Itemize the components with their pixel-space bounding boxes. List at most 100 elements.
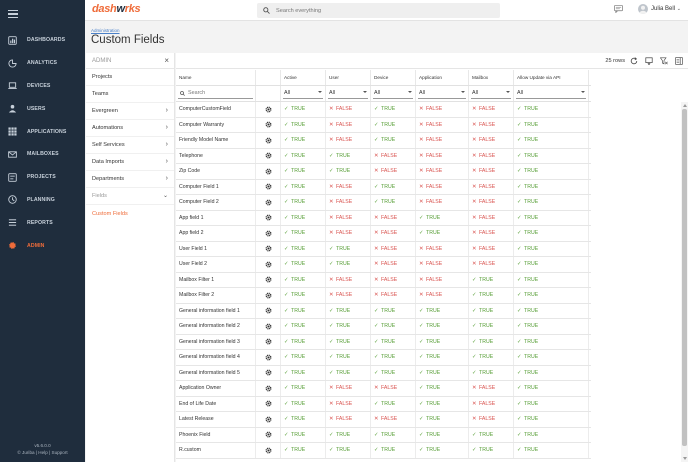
row-settings-button[interactable] xyxy=(256,148,281,163)
table-row[interactable]: Application Owner ✓ TRUE ✕ FALSE ✕ FALSE ✓ TRUE ✕… xyxy=(176,381,591,397)
admin-menu-item-custom-fields[interactable]: Custom Fields xyxy=(86,205,174,222)
column-filter-select[interactable]: All xyxy=(418,88,466,99)
table-row[interactable]: General information field 1 ✓ TRUE ✓ TRUE ✓ TR… xyxy=(176,303,591,319)
row-settings-button[interactable] xyxy=(256,272,281,287)
column-header-name[interactable]: Name xyxy=(176,70,256,85)
admin-menu-group-fields[interactable]: Fields ⌄ xyxy=(86,188,174,205)
nav-item-dashboards[interactable]: DASHBOARDS xyxy=(0,29,85,52)
global-search-input[interactable]: Search everything xyxy=(257,3,500,18)
row-settings-button[interactable] xyxy=(256,427,281,442)
columns-panel-icon[interactable] xyxy=(675,57,683,65)
admin-menu-item-departments[interactable]: Departments › xyxy=(86,171,174,188)
row-settings-button[interactable] xyxy=(256,288,281,303)
nav-item-planning[interactable]: PLANNING xyxy=(0,189,85,212)
column-header-mailbox[interactable]: Mailbox xyxy=(469,70,514,85)
row-settings-button[interactable] xyxy=(256,412,281,427)
admin-menu-item-evergreen[interactable]: Evergreen › xyxy=(86,103,174,120)
application-cell: ✓ TRUE xyxy=(416,210,469,225)
row-settings-button[interactable] xyxy=(256,319,281,334)
mailbox-cell: ✕ FALSE xyxy=(469,195,514,210)
user-menu[interactable]: Julia Bell ⌄ xyxy=(651,6,681,12)
row-settings-button[interactable] xyxy=(256,164,281,179)
column-filter-select[interactable]: All xyxy=(516,88,586,99)
close-icon[interactable]: × xyxy=(164,56,169,65)
admin-menu-filter[interactable]: ADMIN × xyxy=(86,53,174,69)
nav-item-reports[interactable]: REPORTS xyxy=(0,211,85,234)
hamburger-menu-icon[interactable] xyxy=(8,10,18,19)
table-row[interactable]: Mailbox Filter 1 ✓ TRUE ✕ FALSE ✕ FALSE ✕ FALSE ✓… xyxy=(176,272,591,288)
table-row[interactable]: Computer Field 1 ✓ TRUE ✕ FALSE ✓ TRUE ✕ FALSE ✕ F… xyxy=(176,179,591,195)
table-row[interactable]: R.custom ✓ TRUE ✓ TRUE ✓ TRUE ✓ TRUE ✓ TRUE ✓ TRUE xyxy=(176,443,591,459)
column-header-device[interactable]: Device xyxy=(371,70,416,85)
nav-item-applications[interactable]: APPLICATIONS xyxy=(0,120,85,143)
nav-item-projects[interactable]: PROJECTS xyxy=(0,166,85,189)
row-settings-button[interactable] xyxy=(256,117,281,132)
row-settings-button[interactable] xyxy=(256,381,281,396)
table-row[interactable]: General information field 5 ✓ TRUE ✓ TRUE ✓ TR… xyxy=(176,365,591,381)
row-settings-button[interactable] xyxy=(256,102,281,117)
chat-icon[interactable] xyxy=(614,5,623,13)
column-filter-select[interactable]: All xyxy=(373,88,413,99)
logo[interactable]: dashwrks xyxy=(92,3,141,15)
table-row[interactable]: Zip Code ✓ TRUE ✓ TRUE ✕ FALSE ✕ FALSE ✕ FALSE ✓ TRU… xyxy=(176,164,591,180)
scrollbar-thumb[interactable] xyxy=(682,109,687,446)
table-row[interactable]: Computer Field 2 ✓ TRUE ✕ FALSE ✓ TRUE ✕ FALSE ✕ F… xyxy=(176,195,591,211)
table-row[interactable]: Latest Release ✓ TRUE ✕ FALSE ✕ FALSE ✓ TRUE ✕ FAL… xyxy=(176,412,591,428)
nav-item-users[interactable]: USERS xyxy=(0,97,85,120)
nav-item-devices[interactable]: DEVICES xyxy=(0,75,85,98)
admin-menu-item-self-services[interactable]: Self Services › xyxy=(86,137,174,154)
row-settings-button[interactable] xyxy=(256,350,281,365)
scroll-down-icon[interactable] xyxy=(682,457,687,460)
admin-menu-item-automations[interactable]: Automations › xyxy=(86,120,174,137)
breadcrumb[interactable]: Administration xyxy=(91,28,120,33)
table-row[interactable]: Phoenix Field ✓ TRUE ✓ TRUE ✓ TRUE ✓ TRUE ✓ TRUE ✓ T… xyxy=(176,427,591,443)
table-row[interactable]: User Field 2 ✓ TRUE ✓ TRUE ✕ FALSE ✕ FALSE ✕ FALSE… xyxy=(176,257,591,273)
name-search-input[interactable]: Search xyxy=(178,88,253,99)
table-row[interactable]: App field 2 ✓ TRUE ✕ FALSE ✕ FALSE ✓ TRUE ✕ FALSE ✓… xyxy=(176,226,591,242)
admin-menu-item-teams[interactable]: Teams xyxy=(86,86,174,103)
column-filter-select[interactable]: All xyxy=(471,88,511,99)
row-settings-button[interactable] xyxy=(256,210,281,225)
table-row[interactable]: Mailbox Filter 2 ✓ TRUE ✕ FALSE ✕ FALSE ✕ FALSE ✓… xyxy=(176,288,591,304)
export-icon[interactable] xyxy=(645,57,653,65)
row-settings-button[interactable] xyxy=(256,443,281,458)
row-settings-button[interactable] xyxy=(256,179,281,194)
row-settings-button[interactable] xyxy=(256,334,281,349)
nav-item-mailboxes[interactable]: MAILBOXES xyxy=(0,143,85,166)
row-settings-button[interactable] xyxy=(256,226,281,241)
column-filter-select[interactable]: All xyxy=(328,88,368,99)
table-row[interactable]: End of Life Date ✓ TRUE ✕ FALSE ✓ TRUE ✓ TRUE ✕ FA… xyxy=(176,396,591,412)
refresh-icon[interactable] xyxy=(630,57,638,65)
nav-item-admin[interactable]: ADMIN xyxy=(0,234,85,257)
table-row[interactable]: General information field 2 ✓ TRUE ✓ TRUE ✓ TR… xyxy=(176,319,591,335)
row-settings-button[interactable] xyxy=(256,133,281,148)
table-row[interactable]: Friendly Model Name ✓ TRUE ✕ FALSE ✓ TRUE ✕ FALS… xyxy=(176,133,591,149)
admin-menu-item-data-imports[interactable]: Data Imports › xyxy=(86,154,174,171)
clear-filter-icon[interactable] xyxy=(660,57,668,65)
column-header-user[interactable]: User xyxy=(326,70,371,85)
check-icon: ✓ xyxy=(284,416,289,423)
table-row[interactable]: Computer Warranty ✓ TRUE ✕ FALSE ✓ TRUE ✕ FALSE ✕… xyxy=(176,117,591,133)
vertical-scrollbar[interactable] xyxy=(681,102,688,462)
row-settings-button[interactable] xyxy=(256,396,281,411)
table-row[interactable]: User Field 1 ✓ TRUE ✓ TRUE ✕ FALSE ✕ FALSE ✕ FALSE… xyxy=(176,241,591,257)
row-settings-button[interactable] xyxy=(256,241,281,256)
table-row[interactable]: Telephone ✓ TRUE ✓ TRUE ✕ FALSE ✕ FALSE ✕ FALSE ✓ TR… xyxy=(176,148,591,164)
column-header-application[interactable]: Application xyxy=(416,70,469,85)
table-row[interactable]: General information field 4 ✓ TRUE ✓ TRUE ✓ TR… xyxy=(176,350,591,366)
avatar[interactable] xyxy=(638,4,648,14)
footer-links[interactable]: © Juriba | Help | Support xyxy=(17,450,68,455)
table-row[interactable]: General information field 3 ✓ TRUE ✓ TRUE ✓ TR… xyxy=(176,334,591,350)
column-header-active[interactable]: Active xyxy=(281,70,326,85)
column-header-allow-update-via-api[interactable]: Allow Update via API xyxy=(514,70,589,85)
table-row[interactable]: ComputerCustomField ✓ TRUE ✕ FALSE ✓ TRUE ✕ FALS… xyxy=(176,102,591,118)
column-filter-select[interactable]: All xyxy=(283,88,323,99)
row-settings-button[interactable] xyxy=(256,303,281,318)
admin-menu-item-projects[interactable]: Projects xyxy=(86,69,174,86)
table-row[interactable]: App field 1 ✓ TRUE ✕ FALSE ✕ FALSE ✓ TRUE ✕ FALSE ✓… xyxy=(176,210,591,226)
row-settings-button[interactable] xyxy=(256,257,281,272)
row-settings-button[interactable] xyxy=(256,365,281,380)
nav-item-analytics[interactable]: ANALYTICS xyxy=(0,52,85,75)
scroll-up-icon[interactable] xyxy=(682,104,687,107)
row-settings-button[interactable] xyxy=(256,195,281,210)
